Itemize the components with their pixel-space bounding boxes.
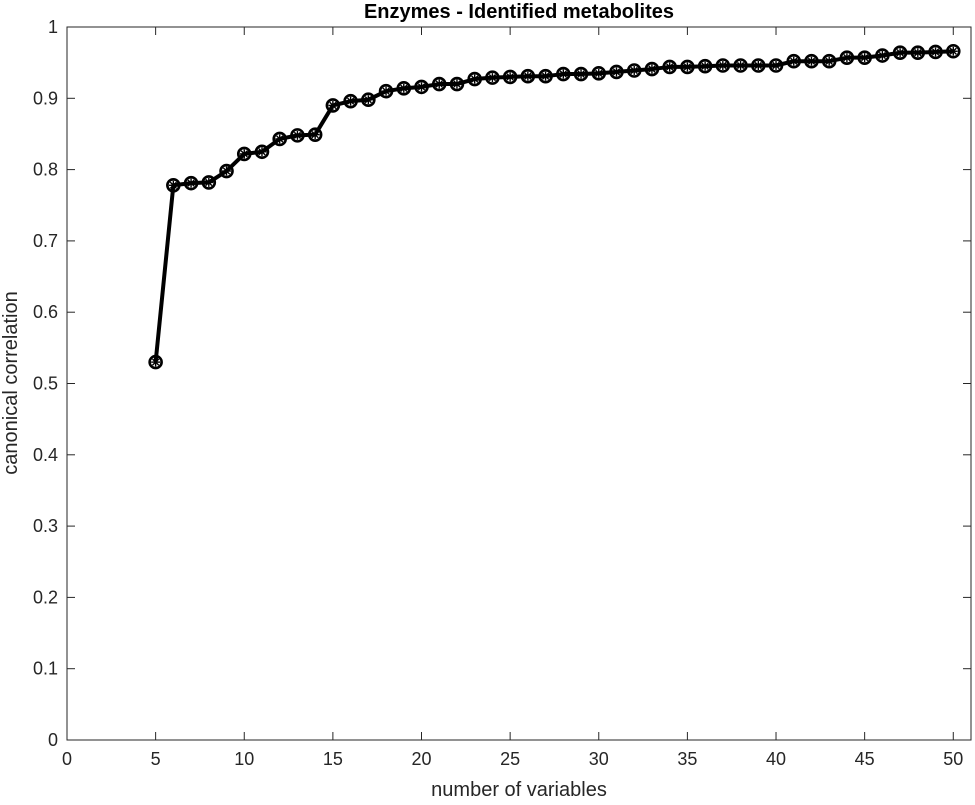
data-point-marker (431, 76, 447, 92)
data-point-marker (290, 128, 305, 143)
data-point-marker (148, 354, 163, 370)
data-point-marker (768, 58, 784, 73)
y-tick-label: 0.6 (33, 302, 58, 322)
data-point-marker (272, 131, 288, 147)
data-point-marker (307, 127, 323, 142)
data-point-marker (485, 70, 500, 85)
data-point-marker (236, 146, 252, 162)
data-point-marker (928, 44, 943, 60)
data-point-marker (680, 59, 695, 75)
x-tick-label: 25 (500, 749, 520, 769)
data-point-marker (556, 66, 571, 82)
x-tick-label: 35 (677, 749, 697, 769)
data-point-marker (449, 76, 465, 92)
data-point-marker (609, 64, 624, 80)
data-point-marker (378, 83, 394, 99)
y-tick-label: 0.9 (33, 88, 58, 108)
x-tick-label: 30 (589, 749, 609, 769)
data-point-marker (857, 50, 872, 65)
plot-area (67, 27, 971, 740)
data-point-marker (662, 59, 677, 75)
y-tick-label: 0.2 (33, 587, 58, 607)
ticks-layer: 0 5 10 15 20 25 30 35 40 45 50 0 0.1 0.2 0.3 0.4 0.5 0.6 0… (33, 17, 971, 769)
x-tick-label: 45 (855, 749, 875, 769)
data-point-marker (254, 144, 270, 160)
data-point-marker (945, 43, 961, 59)
chart-title: Enzymes - Identified metabolites (364, 1, 674, 23)
data-point-marker (183, 175, 199, 191)
data-point-marker (733, 58, 748, 73)
y-tick-label: 0.3 (33, 516, 58, 536)
data-point-marker (697, 58, 713, 74)
data-point-marker (591, 66, 607, 81)
data-point-marker (467, 71, 482, 87)
data-point-marker (839, 50, 855, 65)
data-point-marker (538, 68, 553, 84)
data-point-marker (219, 163, 234, 179)
data-point-marker (910, 45, 926, 60)
y-tick-label: 0.1 (33, 659, 58, 679)
data-point-marker (644, 61, 660, 77)
y-axis-label: canonical correlation (0, 291, 22, 474)
x-axis-label: number of variables (431, 779, 607, 800)
data-point-marker (750, 58, 766, 73)
x-tick-label: 5 (151, 749, 161, 769)
y-tick-label: 0.4 (33, 445, 58, 465)
data-point-marker (786, 53, 802, 69)
x-tick-label: 50 (943, 749, 963, 769)
y-tick-label: 1 (48, 17, 58, 37)
y-tick-label: 0.5 (33, 374, 58, 394)
data-point-marker (573, 66, 589, 82)
data-point-marker (892, 45, 908, 60)
data-point-marker (626, 63, 642, 78)
data-point-marker (325, 98, 341, 113)
data-point-marker (875, 48, 890, 63)
x-tick-label: 0 (62, 749, 72, 769)
data-point-marker (343, 93, 358, 109)
y-tick-label: 0.7 (33, 231, 58, 251)
data-point-marker (715, 58, 731, 73)
x-tick-label: 15 (323, 749, 343, 769)
y-tick-label: 0 (48, 730, 58, 750)
x-tick-label: 10 (234, 749, 254, 769)
data-point-marker (520, 68, 536, 84)
series-layer (148, 43, 961, 370)
data-point-marker (201, 175, 217, 190)
data-point-marker (361, 92, 376, 108)
y-tick-label: 0.8 (33, 160, 58, 180)
data-point-marker (821, 53, 837, 69)
data-point-marker (502, 69, 518, 85)
data-point-marker (396, 81, 412, 96)
axes-box (66, 26, 972, 741)
data-point-marker (804, 53, 819, 69)
data-point-marker (166, 177, 181, 193)
x-tick-label: 40 (766, 749, 786, 769)
data-point-marker (414, 79, 429, 95)
series-line (153, 49, 954, 363)
x-tick-label: 20 (411, 749, 431, 769)
